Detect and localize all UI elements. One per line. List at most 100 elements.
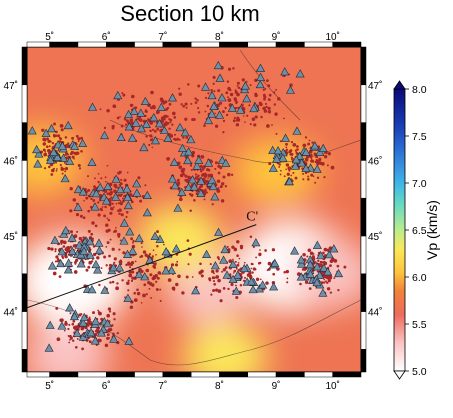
station-marker <box>119 218 129 227</box>
seismic-event <box>249 235 253 238</box>
station-marker <box>291 155 301 164</box>
seismic-event <box>96 332 99 334</box>
seismic-event <box>85 196 89 200</box>
seismic-event <box>160 116 165 120</box>
seismic-event <box>99 108 102 111</box>
seismic-event <box>192 118 196 121</box>
seismic-event <box>94 329 98 333</box>
seismic-event <box>190 168 193 172</box>
seismic-event <box>227 67 232 71</box>
seismic-event <box>98 338 102 343</box>
seismic-event <box>74 345 78 349</box>
seismic-event <box>115 226 117 229</box>
seismic-event <box>326 275 330 278</box>
seismic-event <box>144 184 147 187</box>
seismic-event <box>222 119 226 123</box>
seismic-event <box>69 339 71 341</box>
seismic-event <box>236 101 239 104</box>
seismic-event <box>232 119 236 123</box>
seismic-event <box>130 120 133 124</box>
seismic-event <box>67 327 70 331</box>
seismic-event <box>301 268 305 271</box>
seismic-event <box>224 106 227 110</box>
seismic-event <box>267 106 271 111</box>
seismic-event <box>152 106 156 110</box>
seismic-event <box>96 256 100 260</box>
station-marker <box>132 188 142 197</box>
seismic-event <box>174 263 179 267</box>
seismic-event <box>70 150 74 154</box>
seismic-event <box>51 169 54 172</box>
station-marker <box>324 250 334 259</box>
seismic-event <box>254 78 258 82</box>
seismic-event <box>73 270 78 274</box>
seismic-event <box>326 287 331 291</box>
station-marker <box>239 263 249 273</box>
station-marker <box>91 316 101 325</box>
seismic-event <box>238 257 241 260</box>
seismic-event <box>178 92 182 96</box>
seismic-event <box>124 123 128 126</box>
seismic-event <box>120 213 124 217</box>
seismic-event <box>58 235 60 238</box>
station-marker <box>305 269 315 278</box>
seismic-event <box>337 288 340 292</box>
seismic-event <box>110 207 114 211</box>
seismic-event <box>194 176 199 180</box>
seismic-event <box>285 148 289 151</box>
station-marker <box>49 147 59 156</box>
seismic-event <box>90 197 93 201</box>
seismic-event <box>302 253 306 257</box>
seismic-event <box>256 279 259 282</box>
seismic-event <box>136 288 139 292</box>
seismic-event <box>288 150 292 154</box>
seismic-event <box>76 151 80 155</box>
seismic-event <box>80 150 83 153</box>
seismic-event <box>239 284 243 287</box>
profile-label: C' <box>246 210 258 225</box>
station-marker <box>140 96 150 106</box>
seismic-event <box>59 124 64 128</box>
seismic-event <box>67 334 70 337</box>
seismic-event <box>253 123 257 127</box>
seismic-event <box>255 256 258 259</box>
seismic-event <box>43 152 48 157</box>
seismic-event <box>277 97 281 101</box>
seismic-event <box>159 299 162 303</box>
seismic-event <box>232 272 235 274</box>
seismic-event <box>98 283 101 287</box>
station-marker <box>127 133 137 142</box>
station-marker <box>50 235 60 244</box>
seismic-event <box>280 169 282 172</box>
seismic-event <box>80 136 83 140</box>
seismic-event <box>197 111 201 114</box>
seismic-event <box>236 254 239 258</box>
station-marker <box>124 336 134 345</box>
seismic-event <box>242 115 245 117</box>
seismic-event <box>263 109 268 113</box>
station-marker <box>134 269 144 279</box>
station-marker <box>45 320 55 329</box>
seismic-event <box>228 259 233 263</box>
seismic-event <box>71 136 75 140</box>
frame-bar-segment <box>77 371 107 378</box>
seismic-event <box>278 165 281 168</box>
seismic-event <box>188 252 192 256</box>
station-marker <box>312 164 322 173</box>
seismic-event <box>147 118 150 122</box>
station-marker <box>207 109 217 118</box>
seismic-event <box>111 247 115 251</box>
seismic-event <box>194 173 198 176</box>
station-marker <box>150 135 160 145</box>
latitude-label: 44˚ <box>4 307 18 319</box>
seismic-event <box>279 173 282 176</box>
seismic-event <box>50 173 54 176</box>
colorbar-min-arrow <box>393 370 406 380</box>
seismic-event <box>263 97 266 101</box>
seismic-event <box>130 261 135 265</box>
seismic-event <box>169 121 172 124</box>
seismic-event <box>54 134 58 138</box>
station-marker <box>161 247 171 256</box>
seismic-event <box>107 336 110 340</box>
seismic-event <box>214 112 216 115</box>
